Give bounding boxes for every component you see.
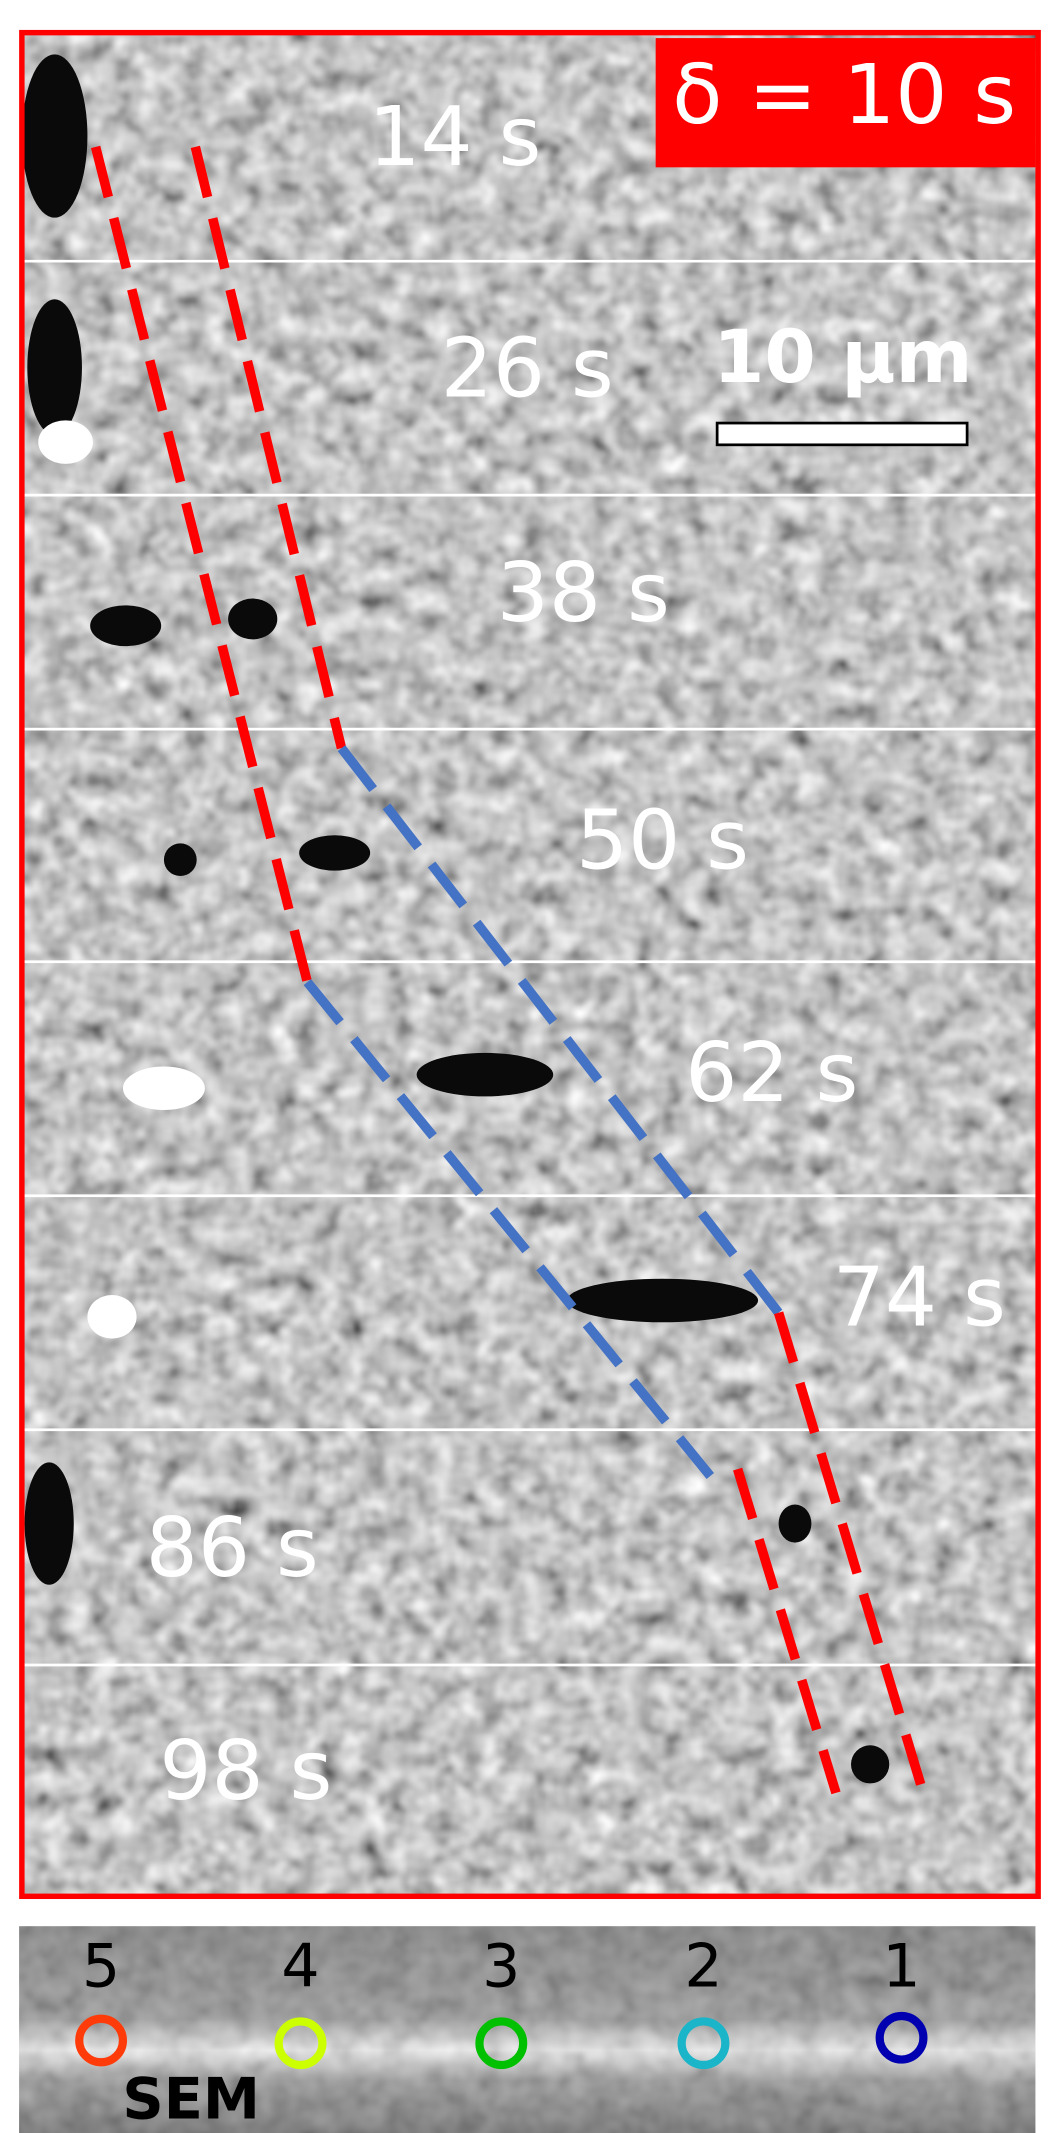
frame-label: 38 s xyxy=(497,546,670,641)
frame-label: 98 s xyxy=(159,1724,332,1819)
marker-number: 1 xyxy=(882,1931,920,2001)
figure: δ = 10 s 10 µm 14 s 26 s 38 s 50 s 62 s 74 s 8… xyxy=(0,0,1060,2133)
page: Microscopy time series html, body { marg… xyxy=(0,0,1060,2133)
body: {"badge": "δ = 10 s", "scale_bar": "10 µ… xyxy=(0,0,1060,2133)
frame-label: 62 s xyxy=(685,1026,858,1121)
marker-number: 3 xyxy=(482,1931,520,2001)
marker-number: 2 xyxy=(684,1931,722,2001)
frame-label: 14 s xyxy=(368,90,541,185)
badge: δ = 10 s xyxy=(672,48,1016,143)
image-stack xyxy=(22,33,1038,1897)
scale-bar xyxy=(717,423,967,445)
marker-number: 5 xyxy=(82,1931,120,2001)
scale-bar-label: 10 µm xyxy=(713,315,972,400)
frame-label: 74 s xyxy=(833,1251,1006,1346)
frame-label: 50 s xyxy=(576,794,749,889)
sem-label: SEM xyxy=(122,2066,260,2133)
frame-label: 86 s xyxy=(146,1501,319,1596)
marker-number: 4 xyxy=(281,1931,319,2001)
frame-label: 26 s xyxy=(441,322,614,417)
